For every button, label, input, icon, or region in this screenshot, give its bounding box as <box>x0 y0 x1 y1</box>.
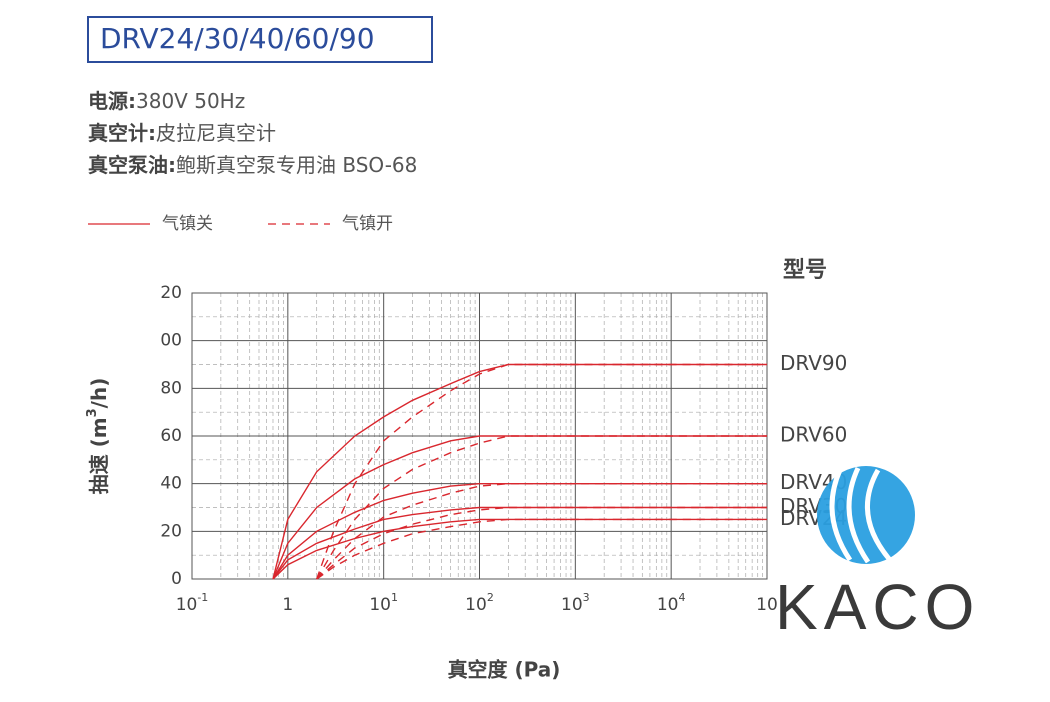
series-line <box>316 363 767 580</box>
y-tick-label: 20 <box>160 283 182 303</box>
series-line <box>272 506 767 580</box>
text-part: 电源: <box>88 89 136 113</box>
legend-label: 气镇关 <box>162 214 213 234</box>
legend: 气镇关 气镇开 <box>88 214 393 234</box>
series-line <box>272 518 767 580</box>
text-part: 10 <box>176 595 198 615</box>
x-tick-label: 101 <box>369 591 398 615</box>
series-line <box>272 483 767 580</box>
series-line <box>272 363 767 580</box>
title-box <box>87 16 433 63</box>
text-part: 3 <box>583 591 590 604</box>
series-line <box>316 518 767 580</box>
title: DRV24/30/40/60/90 <box>100 22 375 55</box>
y-tick-label: 0 <box>171 569 182 589</box>
text-part: 10 <box>657 595 679 615</box>
series-label: DRV90 <box>780 351 847 375</box>
logo-swirl <box>829 466 892 564</box>
logo: KACO <box>775 466 980 643</box>
y-tick-label: 40 <box>160 474 182 494</box>
text-part: 1 <box>282 595 293 615</box>
text-part: /h) <box>87 378 111 409</box>
text-part: 真空泵油: <box>88 153 176 177</box>
y-tick-label: 60 <box>160 426 182 446</box>
text-part: 抽速 (m <box>87 417 111 494</box>
text-part: 380V 50Hz <box>136 89 245 113</box>
text-part: 真空计: <box>88 121 156 145</box>
series-header: 型号 <box>783 258 827 283</box>
text-part: 1 <box>391 591 398 604</box>
y-tick-label: 80 <box>160 378 182 398</box>
legend-label: 气镇开 <box>342 214 393 234</box>
series-line <box>272 435 767 580</box>
x-tick-label: 104 <box>657 591 686 615</box>
text-part: 鲍斯真空泵专用油 BSO-68 <box>176 153 417 177</box>
series-line <box>316 435 767 580</box>
x-axis-label: 真空度 (Pa) <box>448 658 561 682</box>
series-line <box>316 483 767 580</box>
y-tick-label: 00 <box>160 331 182 351</box>
text-part: 10 <box>369 595 391 615</box>
x-tick-label: 1 <box>282 595 293 615</box>
x-tick-label: 103 <box>561 591 590 615</box>
series-label: DRV60 <box>780 423 847 447</box>
text-part: 3 <box>85 408 100 417</box>
x-tick-label: 10-1 <box>176 591 209 615</box>
y-tick-label: 20 <box>160 521 182 541</box>
text-part: 4 <box>678 591 685 604</box>
text-part: 2 <box>487 591 494 604</box>
text-part: 皮拉尼真空计 <box>156 121 276 145</box>
info-line: 真空泵油:鲍斯真空泵专用油 BSO-68 <box>88 153 417 177</box>
x-tick-label: 102 <box>465 591 494 615</box>
info-line: 真空计:皮拉尼真空计 <box>88 121 276 145</box>
text-part: 10 <box>465 595 487 615</box>
x-tick-label: 10 <box>756 595 778 615</box>
text-part: -1 <box>197 591 208 604</box>
info-line: 电源:380V 50Hz <box>88 89 245 113</box>
logo-text: KACO <box>775 571 980 643</box>
series-line <box>316 506 767 580</box>
text-part: 10 <box>561 595 583 615</box>
y-axis-label: 抽速 (m3/h) <box>85 378 111 495</box>
text-part: 10 <box>756 595 778 615</box>
